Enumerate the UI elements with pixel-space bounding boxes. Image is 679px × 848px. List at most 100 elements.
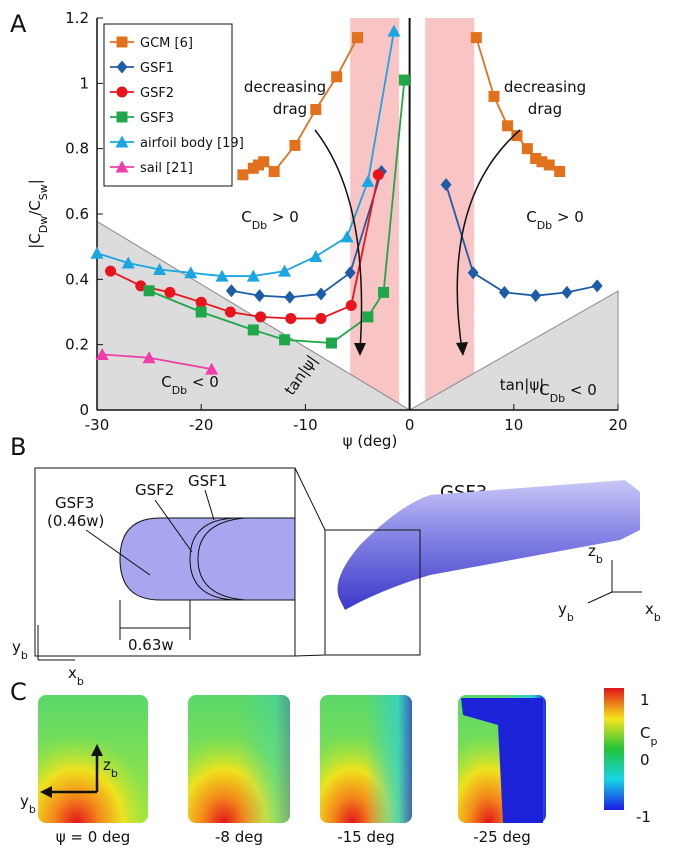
annotation-part: > 0 — [267, 208, 299, 226]
marker — [116, 86, 128, 98]
body-3d — [337, 480, 640, 610]
marker — [530, 152, 542, 164]
marker — [279, 334, 291, 346]
marker — [284, 290, 296, 304]
caption: -15 deg — [337, 828, 395, 846]
caption: ψ = 0 deg — [56, 828, 131, 846]
marker — [254, 289, 266, 303]
zoom-frame — [324, 529, 421, 656]
legend-box — [103, 23, 233, 187]
legend-label: sail [21] — [140, 161, 193, 176]
marker — [121, 256, 135, 269]
marker — [153, 263, 167, 276]
marker — [591, 279, 603, 293]
arrow — [314, 129, 363, 351]
body-outline — [119, 517, 296, 601]
axis-label: xb — [645, 600, 661, 624]
x-tick-label: 10 — [504, 416, 523, 434]
annotation-part: Db — [252, 219, 267, 232]
axis-arrow — [587, 591, 613, 604]
marker — [289, 139, 301, 151]
marker — [554, 166, 566, 178]
annotation-part: C — [241, 208, 251, 226]
colorbar-label: Cp — [640, 724, 657, 748]
axis-label: xb — [68, 664, 84, 688]
marker — [116, 60, 128, 74]
annotation-part: > 0 — [552, 208, 584, 226]
marker — [315, 287, 327, 301]
marker — [115, 160, 129, 173]
x-tick-label: -20 — [189, 416, 214, 434]
y-axis-label-part: | — [26, 179, 44, 184]
pressure-high — [38, 695, 148, 823]
label: (0.46w) — [47, 512, 104, 530]
marker — [205, 362, 219, 375]
arrow-head — [354, 343, 366, 356]
marker — [361, 174, 375, 187]
annotation-part: Db — [537, 219, 552, 232]
marker — [105, 265, 117, 277]
pointer — [85, 529, 151, 576]
marker — [521, 143, 533, 155]
marker — [268, 166, 280, 178]
axis-label: yb — [558, 600, 574, 624]
x-tick-label: 20 — [608, 416, 627, 434]
marker — [278, 264, 292, 277]
y-tick-label: 0.2 — [65, 336, 89, 354]
annotation-part: C — [161, 373, 171, 391]
pressure-low — [188, 695, 290, 823]
colorbar-tick: 0 — [640, 751, 650, 769]
legend-label: airfoil body [19] — [140, 136, 244, 151]
legend-label: GSF3 — [140, 111, 174, 126]
marker — [372, 169, 384, 181]
pressure-low — [461, 698, 543, 823]
annotation: CDb > 0 — [241, 208, 299, 232]
marker — [345, 299, 357, 311]
y-axis-label-part: Dw — [37, 216, 50, 233]
annotation-part: Db — [550, 392, 565, 405]
colorbar — [604, 688, 624, 810]
arrow-head — [40, 744, 103, 798]
marker — [195, 306, 207, 318]
arrow — [456, 129, 521, 351]
caption: -25 deg — [473, 828, 531, 846]
x-tick-label: -10 — [293, 416, 318, 434]
panel-label: C — [10, 678, 27, 706]
annotation: decreasing — [244, 78, 326, 96]
gsf2-outline — [189, 517, 236, 601]
marker — [440, 178, 452, 192]
marker — [195, 296, 207, 308]
marker — [488, 90, 500, 102]
colorbar-tick: -1 — [636, 808, 651, 826]
annotation: CDb > 0 — [526, 208, 584, 232]
series-line — [231, 171, 598, 299]
axis-label: zb — [588, 542, 603, 566]
marker — [142, 351, 156, 364]
marker — [331, 71, 343, 83]
annotation-part: C — [539, 381, 549, 399]
marker — [325, 337, 337, 349]
marker — [536, 156, 548, 168]
marker — [143, 285, 155, 297]
marker — [530, 289, 542, 303]
zoom-line — [294, 467, 326, 531]
marker — [310, 103, 322, 115]
marker — [225, 284, 237, 298]
marker — [164, 286, 176, 298]
series-line — [110, 174, 380, 320]
y-tick-label: 0 — [79, 401, 89, 419]
marker — [561, 285, 573, 299]
y-axis-label-part: Sw — [37, 184, 50, 200]
marker — [285, 313, 297, 325]
marker — [237, 169, 249, 181]
marker — [340, 230, 354, 243]
panel-label: B — [10, 433, 26, 461]
y-axis-label-part: |C — [26, 233, 44, 249]
marker — [498, 285, 510, 299]
marker — [215, 269, 229, 282]
marker — [116, 36, 128, 48]
y-tick-label: 1 — [79, 74, 89, 92]
x-tick-label: -30 — [85, 416, 110, 434]
legend-label: GCM [6] — [140, 36, 193, 51]
